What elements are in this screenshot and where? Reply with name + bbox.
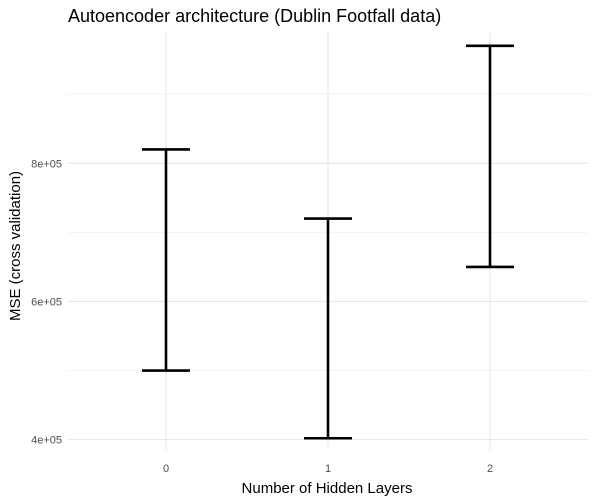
y-tick-label: 4e+05 (31, 435, 62, 447)
y-tick-label: 8e+05 (31, 158, 62, 170)
error-bar (142, 148, 190, 372)
chart-title: Autoencoder architecture (Dublin Footfal… (68, 6, 441, 26)
x-axis-title: Number of Hidden Layers (242, 480, 413, 497)
error-bar (304, 217, 352, 440)
x-tick-label: 2 (487, 463, 493, 475)
error-bars (142, 44, 514, 440)
x-tick-label: 1 (325, 463, 331, 475)
error-bar (466, 44, 514, 269)
tick-labels: 4e+05 6e+05 8e+05 0 1 2 (31, 158, 493, 475)
y-axis-title: MSE (cross validation) (7, 171, 24, 321)
y-tick-label: 6e+05 (31, 296, 62, 308)
x-tick-label: 0 (163, 463, 169, 475)
